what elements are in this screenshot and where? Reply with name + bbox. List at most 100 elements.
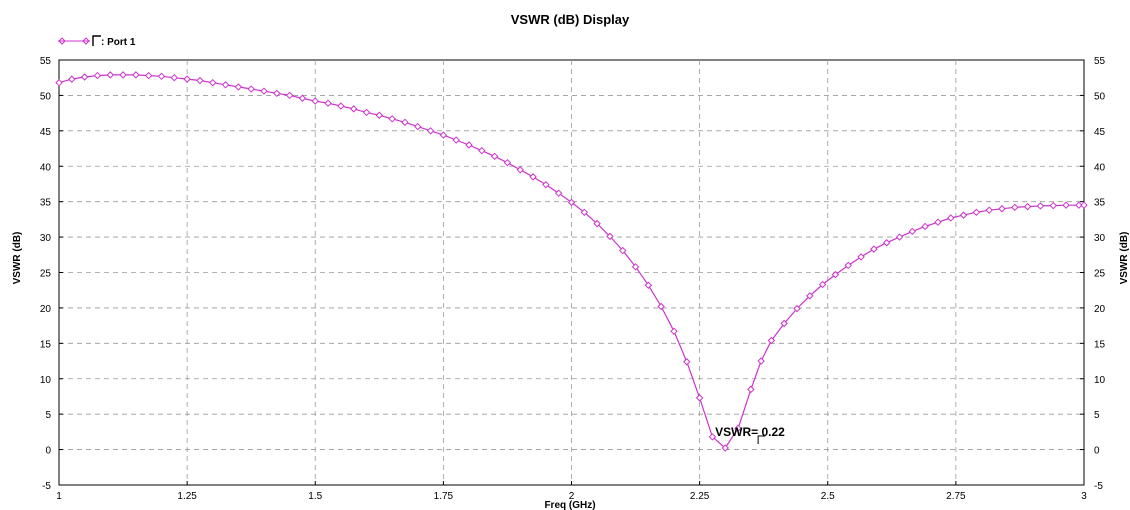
y-tick-label: 5	[45, 410, 51, 421]
y-tick-label: -5	[1094, 481, 1103, 492]
data-point	[644, 281, 653, 289]
data-point	[1049, 201, 1057, 210]
data-point	[273, 89, 281, 97]
annotation-label: VSWR= 0.22	[715, 425, 785, 439]
y-tick-label: 10	[40, 375, 52, 386]
data-point	[337, 102, 345, 110]
y-tick-label: 35	[1094, 198, 1106, 209]
y-tick-label: 55	[40, 56, 52, 67]
data-point	[985, 206, 993, 214]
data-point	[503, 159, 512, 167]
data-point	[567, 198, 576, 207]
y-axis-right: -5 0 5 10 15 20 25 30 35 40 45 50 55	[1080, 56, 1106, 492]
y-tick-label: 50	[40, 91, 52, 102]
x-tick-label: 1.5	[308, 491, 322, 502]
data-point	[1080, 201, 1088, 209]
y-axis-label-right: VSWR (dB)	[1119, 232, 1130, 285]
series-line	[58, 74, 1084, 449]
data-point	[529, 173, 537, 181]
data-point	[93, 71, 102, 80]
y-tick-label: 30	[40, 233, 52, 244]
y-tick-label: 5	[1094, 410, 1100, 421]
y-tick-label: -5	[42, 481, 51, 492]
data-point	[857, 253, 865, 261]
data-point	[631, 263, 640, 271]
series-port-1	[55, 71, 1088, 452]
y-tick-label: 10	[1094, 375, 1106, 386]
data-point	[870, 245, 878, 253]
data-point	[68, 75, 76, 83]
data-point	[324, 99, 332, 107]
y-tick-label: 0	[45, 446, 51, 457]
data-point	[780, 319, 788, 328]
grid	[59, 60, 1084, 485]
data-point	[401, 118, 409, 127]
legend-label: : Port 1	[101, 37, 136, 48]
data-point	[921, 222, 929, 231]
data-point	[721, 444, 729, 452]
data-point	[734, 424, 742, 433]
data-point	[388, 115, 396, 123]
y-tick-label: 0	[1094, 446, 1100, 457]
data-point	[542, 180, 550, 189]
x-tick-label: 1.75	[434, 491, 454, 502]
data-point	[465, 141, 473, 149]
data-point	[1023, 202, 1032, 211]
data-point	[209, 78, 217, 87]
y-tick-label: 35	[40, 198, 52, 209]
data-point	[619, 246, 627, 255]
y-tick-label: 50	[1094, 91, 1106, 102]
y-tick-label: 55	[1094, 56, 1106, 67]
data-point	[234, 83, 243, 91]
data-point	[183, 75, 191, 83]
data-point	[362, 108, 371, 117]
data-point	[119, 71, 127, 79]
data-point	[426, 127, 435, 135]
data-point	[757, 357, 765, 365]
x-axis-label: Freq (GHz)	[544, 500, 595, 510]
legend-marker-right	[82, 37, 90, 45]
gamma-icon	[92, 35, 101, 46]
y-tick-label: 20	[40, 304, 52, 315]
x-tick-label: 2.25	[690, 491, 710, 502]
y-tick-label: 30	[1094, 233, 1106, 244]
data-point	[478, 146, 486, 155]
data-point	[972, 208, 981, 216]
data-point	[439, 131, 448, 139]
data-point	[375, 111, 384, 119]
data-point	[298, 94, 307, 102]
data-point	[106, 71, 114, 79]
data-point	[657, 302, 665, 311]
y-axis-left: -5 0 5 10 15 20 25 30 35 40 45 50 55	[40, 56, 63, 492]
data-point	[934, 218, 942, 226]
data-point	[908, 227, 917, 236]
data-point	[1075, 201, 1083, 209]
data-point	[1062, 201, 1070, 209]
data-point	[683, 358, 691, 366]
y-tick-label: 40	[1094, 162, 1106, 173]
data-point	[580, 208, 589, 216]
data-point	[1011, 203, 1019, 212]
x-tick-label: 1	[56, 491, 62, 502]
data-point	[144, 71, 153, 80]
data-point	[349, 105, 358, 113]
legend: : Port 1	[58, 35, 136, 48]
data-point	[767, 336, 776, 345]
data-point	[947, 214, 955, 222]
y-tick-label: 15	[40, 339, 52, 350]
y-tick-label: 20	[1094, 304, 1106, 315]
data-point	[844, 261, 852, 270]
data-point	[606, 232, 614, 241]
y-tick-label: 15	[1094, 339, 1106, 350]
data-point	[747, 385, 755, 394]
x-tick-label: 2	[569, 491, 575, 502]
annotation-marker	[757, 435, 766, 445]
data-point	[285, 91, 294, 100]
data-point	[55, 78, 63, 87]
data-point	[831, 270, 840, 279]
x-tick-label: 3	[1081, 491, 1087, 502]
data-point	[311, 97, 319, 105]
data-point	[895, 233, 904, 241]
data-point	[695, 394, 704, 402]
